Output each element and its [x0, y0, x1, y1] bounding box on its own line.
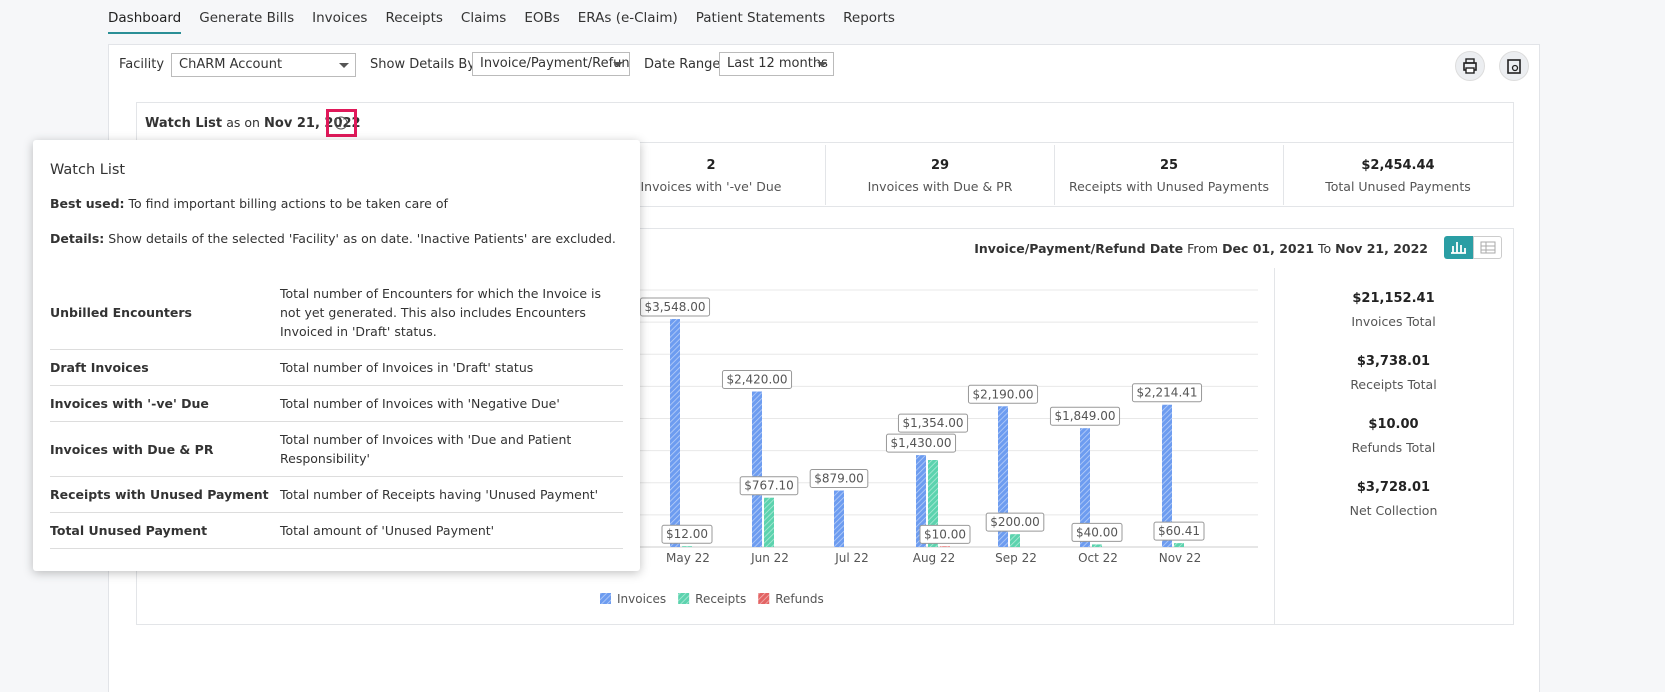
- best-used-label: Best used:: [50, 196, 125, 211]
- value-label: $879.00: [814, 472, 864, 486]
- value-label: $1,430.00: [890, 436, 951, 450]
- definition-row: Receipts with Unused PaymentTotal number…: [50, 477, 623, 513]
- details-text: Show details of the selected 'Facility' …: [108, 231, 616, 246]
- bar-hatch: [940, 546, 950, 547]
- legend-label: Receipts: [695, 592, 746, 606]
- value-label: $40.00: [1076, 525, 1118, 539]
- definition-text: Total number of Invoices in 'Draft' stat…: [280, 350, 623, 386]
- x-tick-label: Jul 22: [834, 551, 869, 565]
- details-label: Details:: [50, 231, 104, 246]
- value-label: $767.10: [744, 479, 794, 493]
- x-tick-label: Oct 22: [1078, 551, 1118, 565]
- value-label: $60.41: [1158, 524, 1200, 538]
- value-label: $1,849.00: [1054, 409, 1115, 423]
- definition-row: Invoices with Due & PRTotal number of In…: [50, 422, 623, 477]
- x-tick-label: May 22: [666, 551, 710, 565]
- best-used-text: To find important billing actions to be …: [129, 196, 448, 211]
- definition-term: Receipts with Unused Payment: [50, 477, 280, 513]
- bar-hatch: [752, 392, 762, 547]
- legend-label: Invoices: [617, 592, 666, 606]
- value-label: $3,548.00: [644, 300, 705, 314]
- bar-hatch: [1010, 534, 1020, 547]
- value-label: $200.00: [990, 515, 1040, 529]
- definition-text: Total number of Invoices with 'Due and P…: [280, 422, 623, 477]
- legend-hatch: [600, 593, 611, 604]
- definitions-table: Unbilled EncountersTotal number of Encou…: [50, 276, 623, 549]
- definition-text: Total number of Invoices with 'Negative …: [280, 386, 623, 422]
- x-tick-label: Nov 22: [1159, 551, 1202, 565]
- definition-row: Total Unused PaymentTotal amount of 'Unu…: [50, 513, 623, 549]
- legend-hatch: [758, 593, 769, 604]
- bar-hatch: [834, 491, 844, 547]
- bar-hatch: [1174, 543, 1184, 547]
- value-label: $1,354.00: [902, 416, 963, 430]
- definition-row: Unbilled EncountersTotal number of Encou…: [50, 276, 623, 350]
- bar-hatch: [670, 319, 680, 547]
- legend-hatch: [678, 593, 689, 604]
- definition-row: Draft InvoicesTotal number of Invoices i…: [50, 350, 623, 386]
- value-label: $2,190.00: [972, 387, 1033, 401]
- definition-row: Invoices with '-ve' DueTotal number of I…: [50, 386, 623, 422]
- x-tick-label: Jun 22: [750, 551, 789, 565]
- definition-term: Draft Invoices: [50, 350, 280, 386]
- definition-term: Total Unused Payment: [50, 513, 280, 549]
- definition-text: Total number of Encounters for which the…: [280, 276, 623, 350]
- best-used: Best used: To find important billing act…: [50, 196, 623, 211]
- bar-hatch: [764, 498, 774, 547]
- popup-title: Watch List: [50, 162, 623, 178]
- x-tick-label: Aug 22: [913, 551, 956, 565]
- watch-list-popup: Watch List Best used: To find important …: [33, 140, 640, 571]
- definition-text: Total number of Receipts having 'Unused …: [280, 477, 623, 513]
- definition-text: Total amount of 'Unused Payment': [280, 513, 623, 549]
- value-label: $2,214.41: [1136, 386, 1197, 400]
- value-label: $10.00: [924, 527, 966, 541]
- definition-term: Invoices with Due & PR: [50, 422, 280, 477]
- bar-hatch: [1092, 544, 1102, 547]
- legend-label: Refunds: [775, 592, 824, 606]
- value-label: $12.00: [666, 527, 708, 541]
- definition-term: Unbilled Encounters: [50, 276, 280, 350]
- details: Details: Show details of the selected 'F…: [50, 231, 623, 246]
- definition-term: Invoices with '-ve' Due: [50, 386, 280, 422]
- value-label: $2,420.00: [726, 373, 787, 387]
- x-tick-label: Sep 22: [995, 551, 1037, 565]
- bar-hatch: [682, 546, 692, 547]
